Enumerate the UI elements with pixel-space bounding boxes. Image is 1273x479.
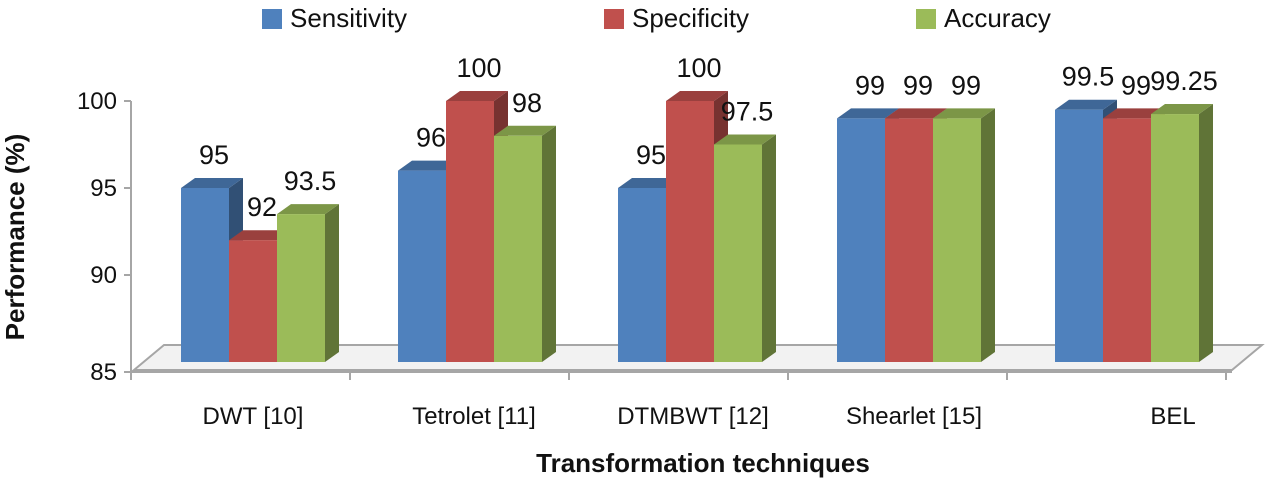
legend-item-sensitivity: Sensitivity <box>262 3 407 33</box>
legend-label: Specificity <box>632 3 749 33</box>
bar-accuracy-5 <box>1151 104 1213 363</box>
legend-label: Accuracy <box>944 3 1051 33</box>
legend-label: Sensitivity <box>290 3 407 33</box>
legend-swatch <box>604 9 624 29</box>
data-label: 92 <box>247 192 277 222</box>
y-tick-label: 95 <box>90 175 117 202</box>
legend-swatch <box>262 9 282 29</box>
data-label: 99 <box>1121 70 1151 100</box>
data-label: 99 <box>855 70 885 100</box>
x-tick-label: BEL <box>1150 403 1195 430</box>
x-tick-label: Tetrolet [11] <box>412 403 536 430</box>
data-label: 97.5 <box>721 97 774 127</box>
x-tick-label: DWT [10] <box>203 403 304 430</box>
x-tick-label: DTMBWT [12] <box>617 403 769 430</box>
y-axis-title: Performance (%) <box>0 134 30 341</box>
data-label: 99 <box>951 70 981 100</box>
data-label: 98 <box>512 88 542 118</box>
legend-item-specificity: Specificity <box>604 3 749 33</box>
legend-swatch <box>916 9 936 29</box>
bar-accuracy-3 <box>714 134 776 362</box>
legend-item-accuracy: Accuracy <box>916 3 1051 33</box>
y-tick-label: 90 <box>90 262 117 289</box>
data-label: 99.25 <box>1150 66 1218 96</box>
data-label: 100 <box>456 53 501 83</box>
data-label: 96 <box>416 123 446 153</box>
data-label: 95 <box>636 140 666 170</box>
bar-accuracy-2 <box>494 125 556 362</box>
data-label: 93.5 <box>284 166 337 196</box>
y-tick-label: 100 <box>77 88 117 115</box>
data-label: 99.5 <box>1062 62 1115 92</box>
data-label: 99 <box>903 70 933 100</box>
bar-accuracy-4 <box>933 108 995 363</box>
y-tick-label: 85 <box>90 359 117 386</box>
x-axis-title: Transformation techniques <box>536 448 870 478</box>
data-label: 95 <box>199 140 229 170</box>
data-label: 100 <box>676 53 721 83</box>
x-tick-label: Shearlet [15] <box>846 403 982 430</box>
bar-accuracy-1 <box>277 204 339 362</box>
